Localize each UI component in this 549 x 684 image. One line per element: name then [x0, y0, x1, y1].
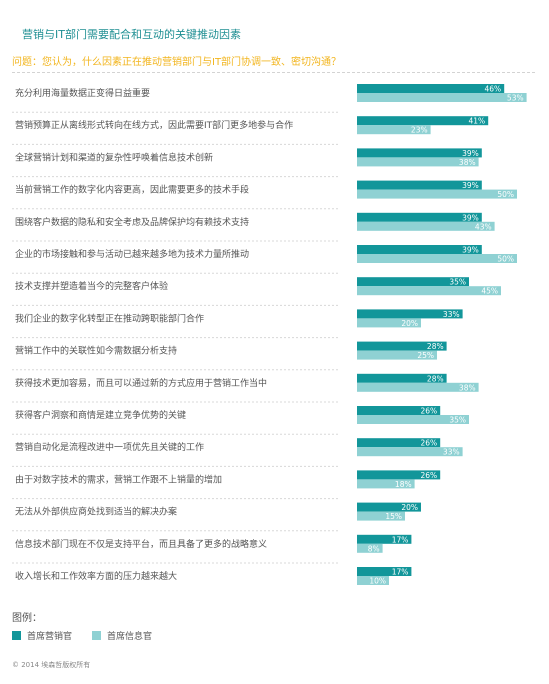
category-label: 当前营销工作的数字化内容更高，因此需要更多的技术手段: [15, 184, 249, 196]
category-label: 获得技术更加容易，而且可以通过新的方式应用于营销工作当中: [15, 377, 267, 389]
bar: [357, 350, 437, 360]
data-label: 20%: [401, 503, 418, 512]
data-label: 41%: [469, 117, 486, 126]
bar: [357, 534, 412, 544]
data-label: 39%: [462, 181, 479, 190]
data-label: 53%: [507, 94, 524, 103]
category-label: 信息技术部门现在不仅是支持平台，而且具备了更多的战略意义: [15, 538, 267, 550]
data-label: 46%: [485, 85, 502, 94]
separator: [12, 72, 535, 73]
category-label: 获得客户洞察和商情是建立竞争优势的关键: [15, 409, 186, 421]
bar: [357, 286, 501, 296]
data-label: 35%: [449, 416, 466, 425]
bar: [357, 245, 482, 254]
bar: [357, 157, 479, 167]
data-label: 18%: [395, 480, 412, 489]
bar: [357, 406, 441, 415]
data-label: 50%: [497, 190, 514, 199]
data-label: 50%: [497, 255, 514, 264]
data-label: 39%: [462, 149, 479, 158]
bar: [357, 189, 517, 199]
bar: [357, 373, 447, 383]
legend-swatch-cmo: [12, 631, 21, 640]
bar: [357, 415, 469, 424]
category-label: 由于对数字技术的需求，营销工作跟不上销量的增加: [15, 473, 222, 485]
data-label: 39%: [462, 246, 479, 255]
data-label: 38%: [459, 158, 476, 167]
legend-item-cmo: 首席营销官: [12, 629, 72, 642]
bar: [357, 254, 517, 263]
data-label: 39%: [462, 213, 479, 222]
bar: [357, 470, 441, 480]
data-label: 45%: [481, 287, 498, 296]
bar: [357, 221, 495, 231]
data-label: 33%: [443, 448, 460, 457]
bar: [357, 125, 431, 135]
category-label: 无法从外部供应商处找到适当的解决办案: [15, 506, 177, 518]
category-label: 充分利用海量数据正变得日益重要: [15, 87, 150, 99]
category-label: 技术支撑并塑造着当今的完整客户体验: [15, 280, 168, 292]
legend-swatch-cio: [92, 631, 101, 640]
bar: [357, 543, 383, 553]
legend-title: 图例：: [12, 613, 42, 624]
bar: [357, 576, 389, 585]
data-label: 17%: [392, 568, 409, 577]
bar: [357, 309, 463, 319]
category-label: 营销工作中的关联性如今需数据分析支持: [15, 345, 177, 357]
legend-item-cio: 首席信息官: [92, 629, 152, 642]
data-label: 26%: [421, 407, 438, 416]
bar: [357, 438, 441, 448]
category-label: 营销自动化是流程改进中一项优先且关键的工作: [15, 441, 204, 453]
bar: [357, 116, 489, 126]
data-label: 28%: [427, 374, 444, 383]
data-label: 10%: [369, 577, 386, 586]
category-label: 企业的市场接触和参与活动已越来越多地为技术力量所推动: [15, 248, 249, 260]
category-label: 收入增长和工作效率方面的压力越来越大: [15, 570, 177, 582]
bar: [357, 382, 479, 392]
bar: [357, 479, 415, 489]
data-label: 35%: [449, 278, 466, 287]
bar: [357, 318, 421, 328]
data-label: 23%: [411, 126, 428, 135]
legend-label-cio: 首席信息官: [107, 632, 153, 642]
bar: [357, 511, 405, 521]
bar: [357, 277, 469, 287]
data-label: 8%: [368, 544, 380, 553]
data-label: 28%: [427, 342, 444, 351]
data-label: 26%: [421, 471, 438, 480]
bar: [357, 148, 482, 158]
data-label: 43%: [475, 222, 492, 231]
bar: [357, 341, 447, 351]
data-label: 33%: [443, 310, 460, 319]
bar: [357, 212, 482, 222]
data-label: 38%: [459, 383, 476, 392]
bar: [357, 93, 527, 102]
category-label: 全球营销计划和渠道的复杂性呼唤着信息技术创新: [15, 151, 213, 163]
legend-label-cmo: 首席营销官: [27, 632, 73, 642]
category-label: 我们企业的数字化转型正在推动跨职能部门合作: [15, 312, 204, 324]
bar: [357, 180, 482, 190]
bar: [357, 84, 505, 93]
data-label: 15%: [385, 512, 402, 521]
bar-chart: 充分利用海量数据正变得日益重要 46% 53% 营销预算正从离线形式转向在线方式，因此…: [12, 84, 527, 586]
chart-title: 营销与IT部门需要配合和互动的关键推动因素: [22, 28, 241, 41]
category-label: 营销预算正从离线形式转向在线方式，因此需要IT部门更多地参与合作: [15, 119, 293, 131]
bar: [357, 447, 463, 457]
data-label: 25%: [417, 351, 434, 360]
data-label: 20%: [401, 319, 418, 328]
survey-question: 问题：您认为，什么因素正在推动营销部门与IT部门协调一致、密切沟通？: [12, 57, 342, 68]
category-label: 围绕客户数据的隐私和安全考虑及品牌保护均有赖技术支持: [15, 216, 249, 228]
data-label: 17%: [392, 535, 409, 544]
copyright: © 2014 埃森哲版权所有: [12, 661, 91, 669]
bar: [357, 502, 421, 512]
data-label: 26%: [421, 439, 438, 448]
bar: [357, 567, 412, 576]
